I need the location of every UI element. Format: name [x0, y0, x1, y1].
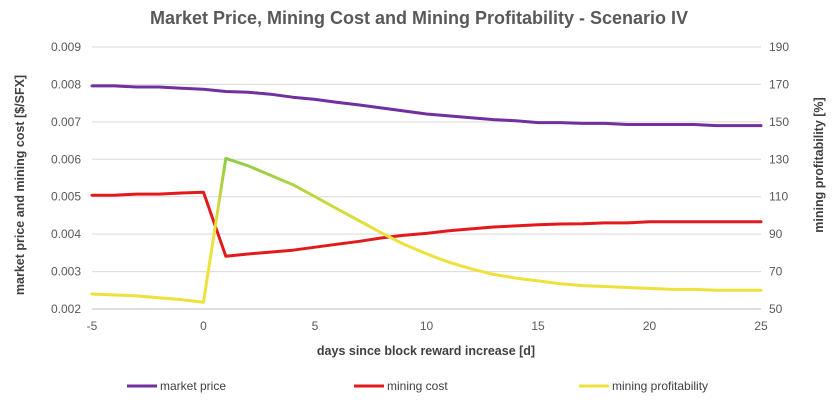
- y-right-tick-label: 170: [769, 77, 789, 91]
- y-axis-left-title: market price and mining cost [$/SFX]: [13, 75, 27, 295]
- x-tick-label: 10: [420, 319, 434, 333]
- x-tick-label: 20: [643, 319, 657, 333]
- y-left-tick-label: 0.008: [51, 77, 81, 91]
- y-right-tick-label: 70: [769, 265, 783, 279]
- legend-label: mining cost: [387, 379, 448, 393]
- x-axis-title: days since block reward increase [d]: [317, 344, 535, 358]
- y-right-tick-label: 50: [769, 302, 783, 316]
- y-right-tick-label: 110: [769, 190, 788, 204]
- tick-labels: 0.002 0.003 0.004 0.005 0.006 0.007 0.008 0.009…: [51, 40, 789, 333]
- x-tick-label: -5: [87, 319, 98, 333]
- legend: market price mining cost mining profitabil…: [127, 379, 708, 393]
- x-tick-label: 25: [754, 319, 768, 333]
- x-tick-label: 15: [531, 319, 545, 333]
- series-line-mining-profitability: [90, 156, 763, 304]
- y-right-tick-label: 190: [769, 40, 789, 54]
- y-left-tick-label: 0.004: [51, 227, 81, 241]
- y-left-tick-label: 0.005: [51, 190, 81, 204]
- y-left-tick-label: 0.002: [51, 302, 81, 316]
- y-left-tick-label: 0.009: [51, 40, 81, 54]
- y-right-tick-label: 90: [769, 227, 783, 241]
- y-left-tick-label: 0.007: [51, 115, 81, 129]
- x-tick-label: 5: [312, 319, 319, 333]
- legend-label: mining profitability: [612, 379, 708, 393]
- y-right-tick-label: 130: [769, 152, 789, 166]
- y-axis-right-title: mining profitability [%]: [812, 97, 826, 232]
- legend-label: market price: [160, 379, 226, 393]
- x-tick-label: 0: [200, 319, 207, 333]
- gridlines: [92, 46, 761, 310]
- series-line-mining-cost: [90, 190, 763, 258]
- y-left-tick-label: 0.006: [51, 152, 81, 166]
- y-left-tick-label: 0.003: [51, 265, 81, 279]
- plot-series: [90, 84, 763, 304]
- chart-title: Market Price, Mining Cost and Mining Pro…: [150, 8, 688, 28]
- series-line-market-price: [90, 84, 763, 128]
- y-right-tick-label: 150: [769, 115, 789, 129]
